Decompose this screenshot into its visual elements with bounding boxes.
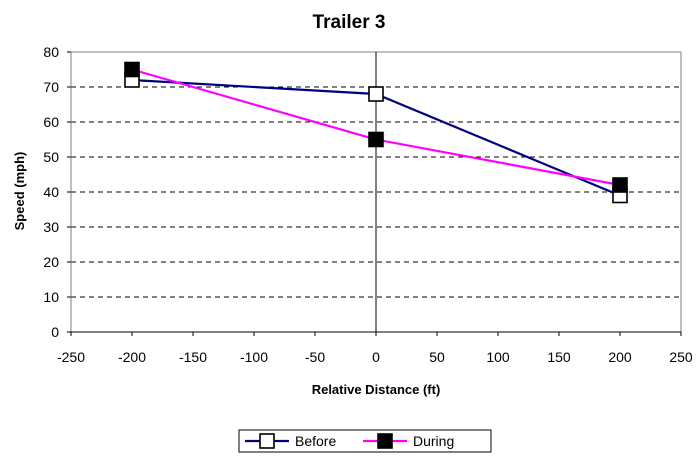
y-tick-label-70: 70 xyxy=(43,79,59,95)
x-tick-label--150: -150 xyxy=(179,349,207,365)
y-axis-label: Speed (mph) xyxy=(12,152,27,231)
data-point-during-0 xyxy=(124,61,140,78)
y-tick-label-0: 0 xyxy=(51,324,59,340)
x-tick-label--200: -200 xyxy=(118,349,146,365)
data-point-during-2 xyxy=(612,177,628,193)
y-tick-label-80: 80 xyxy=(43,44,59,60)
data-point-during-1 xyxy=(368,131,384,148)
y-tick-label-60: 60 xyxy=(43,114,59,130)
legend-label-during: During xyxy=(413,433,454,449)
y-tick-label-50: 50 xyxy=(43,149,59,165)
x-tick-label-50: 50 xyxy=(429,349,445,365)
y-tick-label-10: 10 xyxy=(43,289,59,305)
data-point-before-1 xyxy=(368,86,384,102)
x-tick-label-100: 100 xyxy=(486,349,510,365)
x-tick-label--250: -250 xyxy=(57,349,85,365)
legend-marker-during xyxy=(377,433,393,449)
legend-label-before: Before xyxy=(295,433,336,449)
x-axis-label: Relative Distance (ft) xyxy=(312,382,441,397)
y-tick-label-40: 40 xyxy=(43,184,59,200)
y-tick-label-30: 30 xyxy=(43,219,59,235)
x-tick-label-0: 0 xyxy=(372,349,380,365)
x-tick-label-150: 150 xyxy=(547,349,571,365)
x-tick-label-200: 200 xyxy=(608,349,632,365)
x-tick-label-250: 250 xyxy=(669,349,693,365)
x-tick-label--50: -50 xyxy=(305,349,325,365)
legend-marker-before xyxy=(259,433,275,449)
legend: Before During xyxy=(238,429,492,453)
chart-title: Trailer 3 xyxy=(313,12,386,33)
plot-area: 0 10 20 30 40 50 60 70 80 -250 -200 -150 -100 -50 0 50 1… xyxy=(43,44,692,365)
x-tick-label--100: -100 xyxy=(240,349,268,365)
y-tick-label-20: 20 xyxy=(43,254,59,270)
